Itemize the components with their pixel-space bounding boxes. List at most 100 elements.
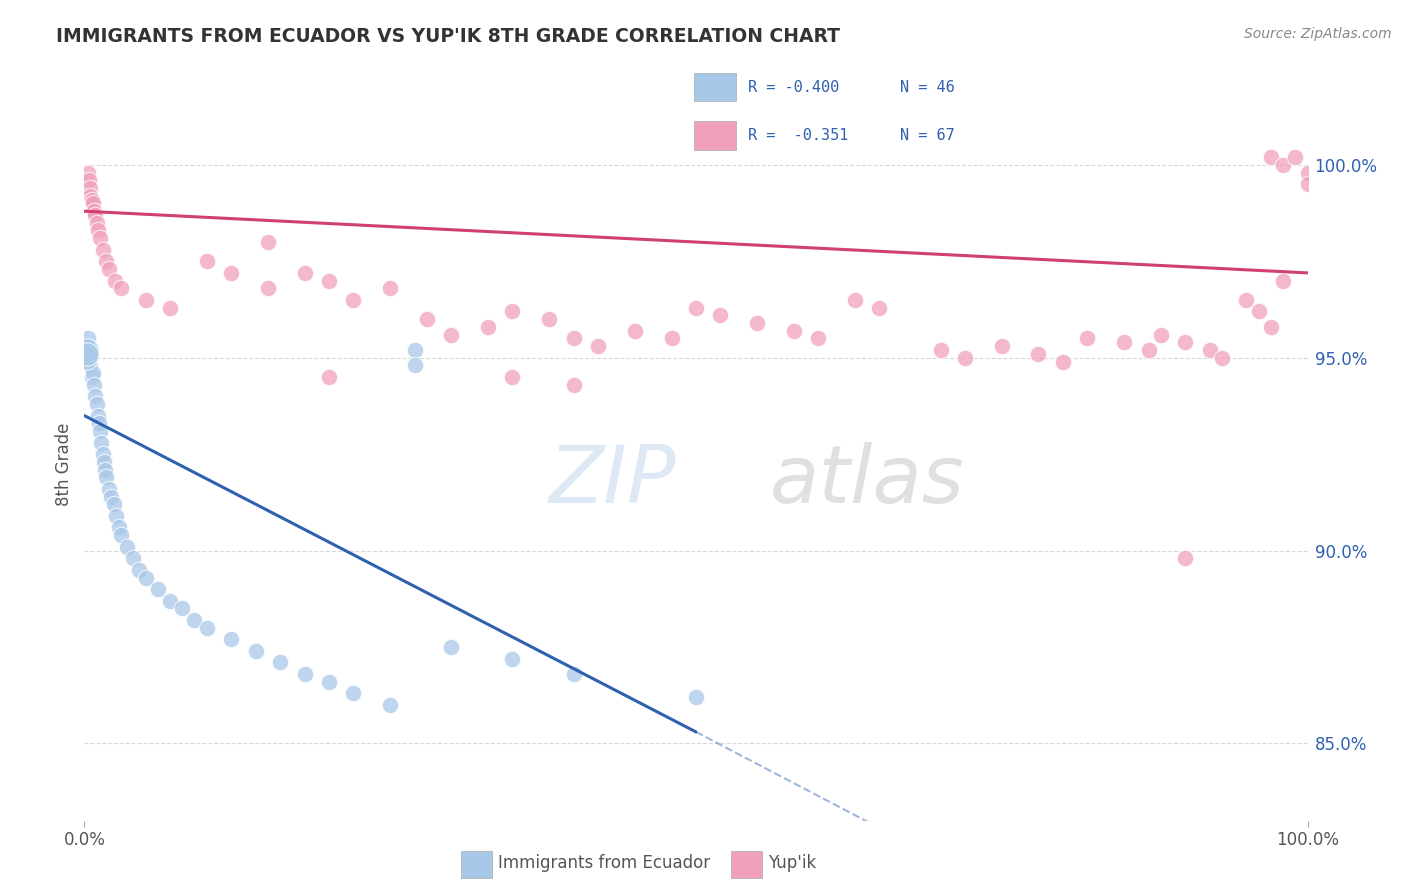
Point <box>93 455 115 469</box>
Point <box>94 462 117 476</box>
Point <box>991 339 1014 353</box>
Point <box>195 254 218 268</box>
Text: atlas: atlas <box>769 442 965 520</box>
Point <box>76 343 98 357</box>
Point <box>128 563 150 577</box>
Point <box>477 319 499 334</box>
Point <box>91 447 114 461</box>
Point <box>172 601 194 615</box>
Point <box>502 304 524 318</box>
Text: R = -0.400: R = -0.400 <box>748 79 839 95</box>
Point <box>89 231 111 245</box>
Point <box>105 508 128 523</box>
Point <box>709 309 731 323</box>
Point <box>1236 293 1258 307</box>
Point <box>135 571 157 585</box>
Point <box>1247 304 1270 318</box>
Point <box>342 686 364 700</box>
Point <box>294 667 316 681</box>
Bar <box>695 121 737 150</box>
Point <box>416 312 439 326</box>
Point <box>96 254 118 268</box>
Point <box>318 674 340 689</box>
Point <box>685 690 707 705</box>
Point <box>685 301 707 315</box>
Point <box>380 698 402 712</box>
Point <box>107 520 129 534</box>
Point <box>1174 551 1197 566</box>
Point <box>257 281 280 295</box>
Point <box>135 293 157 307</box>
Point <box>1296 166 1319 180</box>
Point <box>75 351 97 365</box>
Point <box>1272 158 1295 172</box>
Point <box>1296 177 1319 191</box>
Point <box>83 204 105 219</box>
Point <box>1211 351 1233 365</box>
Point <box>84 389 107 403</box>
Point <box>90 435 112 450</box>
Point <box>110 281 132 295</box>
Point <box>440 640 463 654</box>
Point <box>80 193 103 207</box>
Point <box>844 293 866 307</box>
Point <box>97 262 120 277</box>
Point <box>80 370 103 384</box>
Point <box>195 621 218 635</box>
Point <box>82 366 104 380</box>
Point <box>79 359 101 373</box>
Point <box>183 613 205 627</box>
Bar <box>461 851 492 878</box>
Point <box>84 208 107 222</box>
Point <box>76 339 98 353</box>
Point <box>404 359 426 373</box>
Point <box>1284 150 1306 164</box>
Point <box>404 343 426 357</box>
Point <box>1114 335 1136 350</box>
Point <box>624 324 647 338</box>
Point <box>1137 343 1160 357</box>
Point <box>86 397 108 411</box>
Point <box>82 196 104 211</box>
Bar <box>731 851 762 878</box>
Point <box>1260 319 1282 334</box>
Point <box>440 327 463 342</box>
Point <box>380 281 402 295</box>
Point <box>96 470 118 484</box>
Point <box>87 409 110 423</box>
Point <box>1028 347 1050 361</box>
Point <box>219 632 242 647</box>
Point <box>269 656 291 670</box>
Text: Yup'ik: Yup'ik <box>768 854 815 872</box>
Point <box>747 316 769 330</box>
Point <box>1052 354 1074 368</box>
Point <box>91 243 114 257</box>
Point <box>869 301 891 315</box>
Point <box>87 223 110 237</box>
Point <box>1260 150 1282 164</box>
Point <box>1150 327 1173 342</box>
Point <box>661 331 683 345</box>
Text: ZIP: ZIP <box>550 442 676 520</box>
Point <box>562 377 585 392</box>
Point <box>929 343 952 357</box>
Point <box>953 351 976 365</box>
Point <box>159 594 181 608</box>
Point <box>115 540 138 554</box>
Bar <box>695 73 737 102</box>
Point <box>245 644 267 658</box>
Point <box>807 331 830 345</box>
Point <box>502 651 524 665</box>
Point <box>79 181 101 195</box>
Point <box>122 551 145 566</box>
Point <box>562 331 585 345</box>
Point <box>318 370 340 384</box>
Point <box>89 424 111 438</box>
Point <box>146 582 169 597</box>
Point <box>77 347 100 361</box>
Point <box>294 266 316 280</box>
Point <box>77 173 100 187</box>
Point <box>342 293 364 307</box>
Point <box>103 497 125 511</box>
Text: N = 46: N = 46 <box>900 79 955 95</box>
